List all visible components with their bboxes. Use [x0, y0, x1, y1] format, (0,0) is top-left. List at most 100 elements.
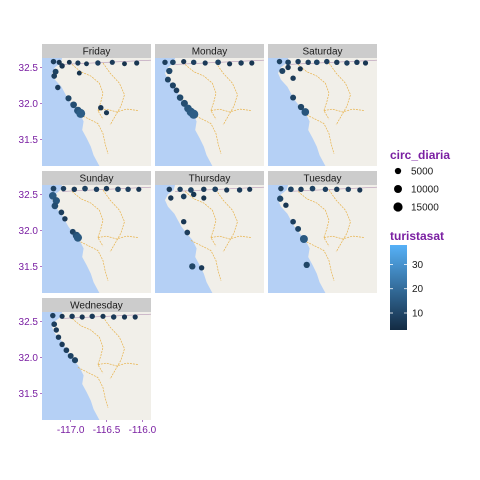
facet-strip [42, 44, 151, 58]
data-point [344, 60, 350, 66]
data-point [89, 313, 95, 320]
data-point [247, 186, 253, 192]
data-point [84, 61, 89, 67]
facet-panel-monday: Monday [155, 44, 265, 166]
data-point [313, 59, 320, 66]
data-point [51, 321, 58, 328]
data-point [184, 229, 191, 236]
x-tick-label: -117.0 [57, 425, 85, 436]
map-road [102, 62, 125, 126]
data-point [59, 63, 65, 69]
x-tick-label: -116.0 [129, 425, 157, 436]
data-point [71, 186, 78, 193]
data-point [55, 334, 62, 340]
data-point [189, 109, 199, 119]
data-point [63, 347, 70, 354]
size-legend-label: 15000 [411, 203, 439, 214]
size-legend-label: 5000 [411, 167, 434, 178]
data-point [70, 101, 77, 109]
map-road [97, 108, 139, 113]
color-legend-label: 20 [412, 284, 424, 295]
data-point [305, 59, 311, 66]
data-point [285, 59, 291, 66]
data-point [334, 59, 340, 66]
data-point [345, 186, 352, 193]
data-point [136, 186, 142, 192]
map-road [190, 113, 222, 154]
map-road [184, 191, 217, 247]
x-tick-label: -116.5 [93, 425, 121, 436]
facet-strip-label: Monday [192, 47, 228, 58]
y-tick-label: 32.0 [19, 226, 39, 237]
map-land [52, 58, 151, 166]
data-point [322, 186, 329, 193]
data-point [212, 186, 219, 193]
size-legend-key [394, 185, 402, 193]
data-point [290, 218, 296, 225]
map-road [323, 235, 365, 240]
data-point [50, 58, 57, 65]
data-point [297, 103, 305, 111]
data-point [283, 202, 289, 208]
data-point [190, 59, 197, 66]
data-point [162, 59, 168, 66]
facet-panel-wednesday: Wednesday 31.5 32.0 32.5 [19, 298, 152, 420]
data-point [290, 75, 296, 81]
data-point [55, 84, 61, 91]
data-point [98, 104, 104, 111]
data-point [62, 216, 68, 222]
data-point [227, 61, 233, 67]
data-point [202, 60, 208, 66]
map-road [184, 64, 217, 120]
data-point [249, 60, 255, 66]
data-point [95, 60, 101, 66]
facet-panel-tuesday: Tuesday [268, 171, 378, 293]
data-point [170, 59, 176, 66]
data-point [71, 357, 79, 364]
facet-strip [155, 44, 264, 58]
data-point [73, 233, 83, 242]
data-point [301, 108, 310, 116]
facet-strip [268, 44, 377, 58]
size-legend-title: circ_diaria [390, 148, 450, 162]
map-road [190, 240, 222, 281]
color-legend-label: 10 [412, 309, 424, 320]
size-legend-key [393, 202, 403, 212]
map-land [52, 185, 151, 293]
data-point [50, 185, 57, 192]
data-point [132, 314, 138, 320]
data-point [100, 313, 106, 319]
map-road [77, 240, 109, 281]
data-point [215, 59, 221, 66]
data-point [334, 186, 340, 193]
facet-strip-label: Tuesday [304, 174, 342, 185]
data-point [236, 187, 243, 193]
data-point [295, 225, 302, 232]
map-road [303, 113, 335, 154]
facet-strip [268, 171, 377, 185]
color-legend-bar [390, 245, 407, 330]
data-point [201, 195, 207, 201]
map-road [323, 108, 365, 113]
data-point [59, 313, 65, 319]
map-road [77, 113, 109, 154]
y-tick-label: 32.5 [19, 63, 39, 74]
map-road [77, 367, 109, 408]
data-point [50, 312, 56, 319]
map-road [71, 318, 104, 374]
map-road [97, 235, 139, 240]
map-road [71, 64, 104, 120]
data-point [164, 76, 171, 83]
data-point [121, 314, 128, 320]
size-legend-label: 10000 [411, 185, 439, 196]
data-point [357, 187, 363, 193]
data-point [295, 58, 301, 65]
data-point [56, 59, 62, 65]
border-line [288, 59, 378, 65]
y-tick-label: 31.5 [19, 389, 39, 400]
data-point [60, 185, 67, 192]
y-tick-label: 32.5 [19, 190, 39, 201]
data-point [76, 108, 86, 118]
facet-strip [42, 171, 151, 185]
